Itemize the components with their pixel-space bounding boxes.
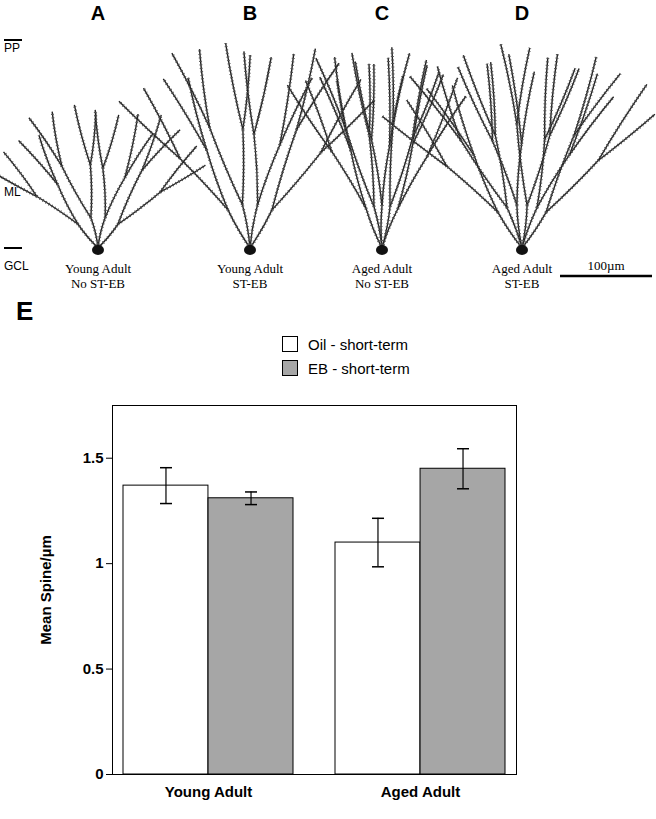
svg-text:0.5: 0.5 — [83, 660, 104, 677]
svg-text:Young Adult: Young Adult — [165, 783, 252, 800]
svg-text:Young Adult: Young Adult — [217, 261, 284, 276]
svg-text:1.5: 1.5 — [83, 449, 104, 466]
svg-text:1: 1 — [95, 554, 103, 571]
svg-text:No ST-EB: No ST-EB — [355, 276, 409, 291]
svg-text:Aged Adult: Aged Adult — [381, 783, 460, 800]
svg-text:D: D — [515, 2, 529, 24]
svg-text:A: A — [91, 2, 105, 24]
svg-text:C: C — [375, 2, 389, 24]
svg-text:ST-EB: ST-EB — [233, 276, 268, 291]
svg-text:ST-EB: ST-EB — [505, 276, 540, 291]
svg-text:Aged Adult: Aged Adult — [492, 261, 553, 276]
svg-text:100µm: 100µm — [587, 258, 624, 273]
html-text:E: E — [16, 296, 34, 326]
svg-text:0: 0 — [95, 765, 103, 782]
svg-text:Young Adult: Young Adult — [65, 261, 132, 276]
html-text:Oil - short-term: Oil - short-term — [308, 335, 408, 353]
svg-text:Mean Spine/µm: Mean Spine/µm — [37, 535, 54, 645]
svg-text:No ST-EB: No ST-EB — [71, 276, 125, 291]
html-text:EB - short-term: EB - short-term — [308, 359, 410, 377]
svg-text:PP: PP — [4, 41, 20, 55]
svg-text:B: B — [243, 2, 257, 24]
svg-text:GCL: GCL — [4, 259, 29, 273]
svg-text:ML: ML — [4, 185, 21, 199]
svg-text:Aged Adult: Aged Adult — [352, 261, 413, 276]
